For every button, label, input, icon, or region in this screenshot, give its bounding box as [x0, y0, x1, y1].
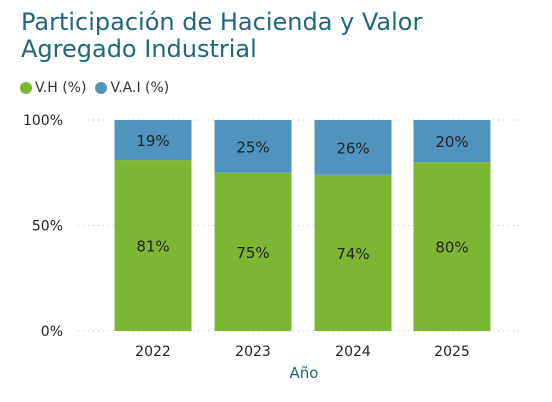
bar-segment-vai-2024[interactable] — [314, 120, 392, 175]
legend-item-vai[interactable]: V.A.I (%) — [95, 80, 169, 96]
legend-label-vai: V.A.I (%) — [110, 80, 170, 96]
axes: 0% 50% 100% 2022 2023 2024 2025 — [23, 113, 470, 360]
bars — [114, 120, 491, 331]
y-tick-label: 100% — [23, 113, 63, 129]
data-label: 75% — [236, 244, 269, 262]
data-label: 20% — [435, 133, 468, 151]
legend-swatch-vai — [95, 82, 108, 94]
bar-segment-vh-2024[interactable] — [314, 174, 392, 331]
y-tick-label: 50% — [32, 219, 63, 235]
bar-segment-vai-2022[interactable] — [114, 120, 192, 161]
legend: V.H (%) V.A.I (%) — [20, 80, 178, 96]
x-tick-label: 2025 — [434, 344, 470, 360]
data-label: 19% — [136, 132, 169, 150]
data-label: 25% — [236, 138, 269, 156]
data-label: 26% — [336, 139, 369, 157]
bar-segment-vai-2023[interactable] — [214, 120, 292, 173]
bar-segment-vh-2023[interactable] — [214, 172, 292, 331]
data-label: 80% — [435, 239, 468, 257]
chart-title: Participación de Hacienda y Valor Agrega… — [21, 8, 423, 63]
data-label: 74% — [336, 245, 369, 263]
bar-segment-vh-2025[interactable] — [413, 162, 491, 331]
x-tick-label: 2023 — [235, 344, 271, 360]
bar-segment-vh-2022[interactable] — [114, 160, 192, 331]
legend-swatch-vh — [20, 82, 32, 94]
y-tick-label: 0% — [41, 324, 63, 340]
x-tick-label: 2022 — [135, 344, 171, 360]
data-label: 81% — [136, 238, 169, 256]
legend-item-vh[interactable]: V.H (%) — [20, 80, 86, 96]
x-axis-title: Año — [290, 364, 319, 382]
legend-label-vh: V.H (%) — [35, 80, 87, 96]
bar-segment-vai-2025[interactable] — [413, 120, 491, 163]
data-labels: 81% 19% 75% 25% 74% 26% 80% 20% — [136, 132, 468, 263]
x-tick-label: 2024 — [335, 344, 371, 360]
gridlines — [78, 119, 520, 332]
